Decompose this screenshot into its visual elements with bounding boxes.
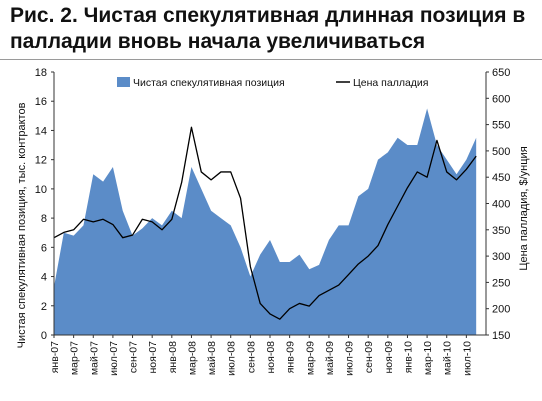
y-left-tick-label: 18 [35, 67, 47, 79]
y-right-tick-label: 650 [492, 67, 510, 79]
x-tick-label: сен-09 [363, 341, 375, 373]
x-tick-label: май-10 [442, 341, 454, 375]
area-layer [54, 108, 477, 335]
y-right-tick-label: 200 [492, 304, 510, 316]
y-right-tick-label: 400 [492, 199, 510, 211]
y-right-tick-label: 550 [492, 120, 510, 132]
y-left-tick-label: 16 [35, 96, 47, 108]
price-line-series [53, 126, 477, 320]
y-left-tick-label: 6 [41, 242, 47, 254]
x-tick-label: мар-08 [186, 341, 198, 375]
x-tick-label: май-07 [88, 341, 100, 375]
axes: 0 2 4 6 8 10 12 14 16 18 150 200 250 300 350 400 450 500 5… [16, 67, 530, 376]
x-tick-label: янв-07 [49, 341, 61, 373]
y-left-tick-label: 4 [41, 272, 47, 284]
y-left-tick-label: 0 [41, 330, 47, 342]
x-tick-label: янв-09 [285, 341, 297, 373]
legend: Чистая спекулятивная позиция Цена паллади… [117, 77, 428, 89]
y-left-tick-label: 10 [35, 184, 47, 196]
x-tick-label: янв-10 [402, 341, 414, 373]
x-tick-label: ноя-08 [265, 341, 277, 374]
y-left-tick-label: 14 [35, 125, 47, 137]
x-tick-label: ноя-09 [383, 341, 395, 374]
x-tick-label: июл-07 [108, 341, 120, 376]
y-right-tick-label: 500 [492, 146, 510, 158]
chart-title: Рис. 2. Чистая спекулятивная длинная поз… [10, 4, 526, 53]
y-right-tick-label: 600 [492, 93, 510, 105]
x-tick-label: мар-09 [304, 341, 316, 375]
x-tick-label: сен-07 [128, 341, 140, 373]
y-axis-right-label: Цена палладия, $/унция [518, 146, 530, 270]
x-tick-label: июл-09 [344, 341, 356, 376]
y-right-tick-label: 450 [492, 172, 510, 184]
y-right-tick-label: 250 [492, 277, 510, 289]
x-tick-label: мар-07 [69, 341, 81, 375]
x-tick-label: сен-08 [245, 341, 257, 373]
y-left-tick-label: 8 [41, 213, 47, 225]
position-area-series [54, 108, 477, 335]
y-left-tick-label: 2 [41, 301, 47, 313]
y-right-tick-label: 350 [492, 225, 510, 237]
title-divider [0, 59, 542, 60]
legend-label-line: Цена палладия [353, 77, 428, 89]
x-tick-label: мар-10 [422, 341, 434, 375]
y-left-tick-label: 12 [35, 155, 47, 167]
legend-label-area: Чистая спекулятивная позиция [133, 77, 285, 89]
legend-swatch-area [117, 77, 130, 87]
line-layer [53, 126, 477, 320]
x-tick-label: июл-10 [461, 341, 473, 376]
x-tick-label: май-09 [324, 341, 336, 375]
y-right-tick-label: 150 [492, 330, 510, 342]
y-axis-left-label: Чистая спекулятивная позиция, тыс. контр… [16, 102, 28, 348]
x-tick-label: май-08 [206, 341, 218, 375]
x-tick-label: июл-08 [226, 341, 238, 376]
y-right-tick-label: 300 [492, 251, 510, 263]
x-tick-label: ноя-07 [147, 341, 159, 374]
x-tick-label: янв-08 [167, 341, 179, 373]
